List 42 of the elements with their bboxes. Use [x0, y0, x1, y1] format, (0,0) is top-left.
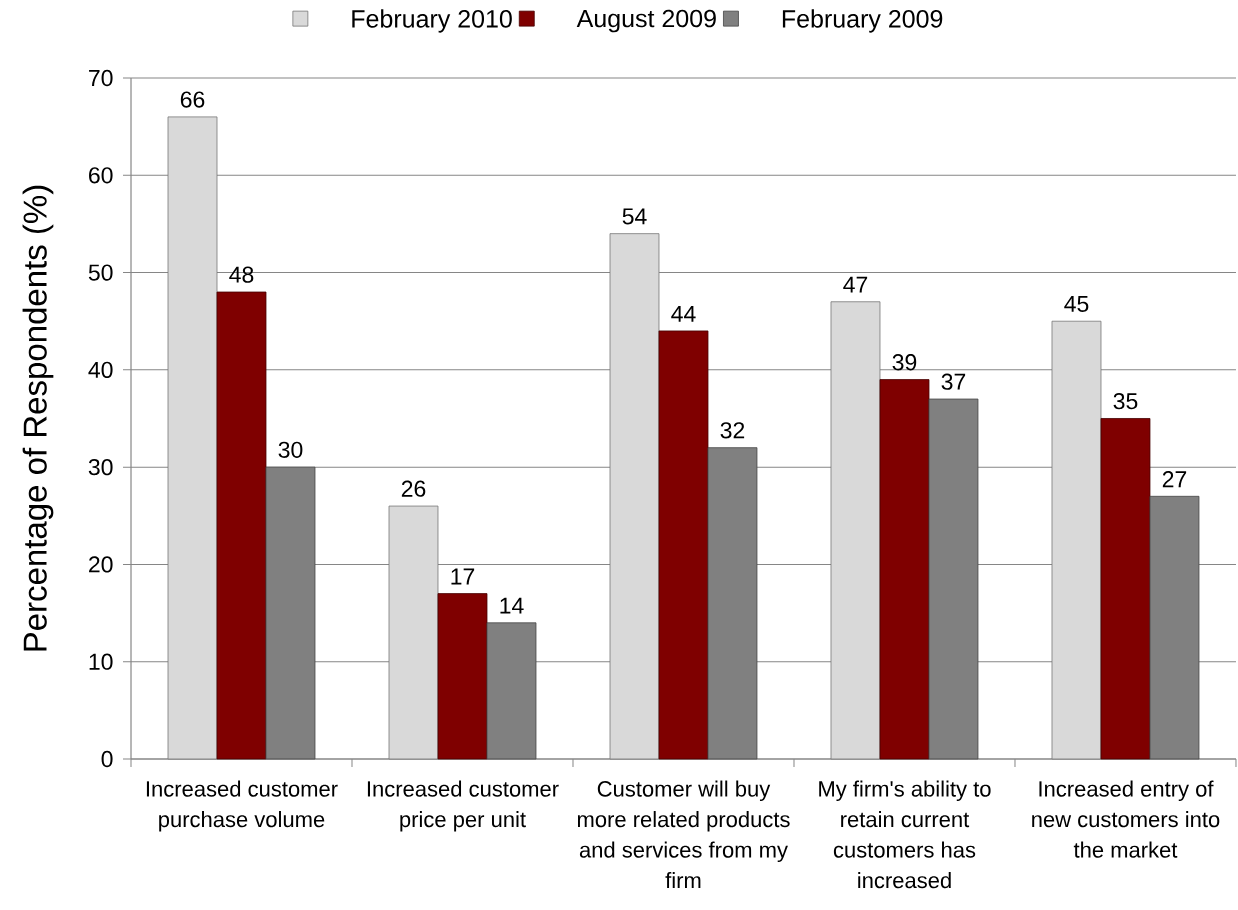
data-label: 26	[401, 480, 426, 497]
x-tick-label: Customer will buy more related products and services from my firm	[577, 780, 790, 888]
bar	[167, 116, 218, 760]
bar	[216, 291, 267, 760]
data-label: 32	[720, 422, 745, 439]
legend-label: February 2010	[352, 9, 512, 33]
data-label: 30	[278, 441, 303, 458]
y-tick-label: 40	[88, 361, 113, 378]
data-label: 17	[451, 568, 475, 585]
bar	[388, 505, 439, 760]
data-label: 47	[843, 276, 868, 293]
y-axis-title: Percentage of Respondents (%)	[22, 185, 54, 651]
data-label: 48	[229, 266, 254, 283]
data-label: 45	[1064, 295, 1089, 312]
bar	[879, 379, 930, 760]
data-label: 37	[941, 373, 966, 390]
x-tick-label: My firm's ability to retain current customers has increased	[819, 780, 991, 889]
data-label: 66	[180, 91, 205, 108]
y-tick-label: 70	[89, 69, 113, 87]
bar	[609, 233, 660, 760]
data-label: 27	[1162, 471, 1187, 488]
bar	[658, 330, 709, 760]
y-tick-label: 30	[88, 459, 113, 476]
x-tick-label: Increased customer price per unit	[367, 780, 559, 832]
y-tick-label: 50	[88, 264, 113, 281]
y-tick-label: 60	[89, 167, 113, 184]
y-tick-label: 0	[101, 750, 113, 768]
bar	[1100, 418, 1151, 760]
legend-label: August 2009	[576, 9, 716, 33]
data-label: 14	[500, 597, 524, 614]
x-tick-label: Increased customer purchase volume	[146, 780, 338, 832]
bar	[830, 301, 881, 760]
y-tick-label: 20	[89, 556, 113, 573]
data-label: 44	[671, 305, 696, 322]
legend-label: February 2009	[782, 9, 943, 33]
bar	[1051, 320, 1102, 760]
data-label: 54	[622, 208, 647, 225]
bar	[437, 593, 488, 760]
data-label: 39	[892, 354, 917, 371]
data-label: 35	[1113, 393, 1138, 410]
y-tick-label: 10	[89, 653, 113, 670]
x-tick-label: Increased entry of new customers into the market	[1032, 780, 1220, 858]
